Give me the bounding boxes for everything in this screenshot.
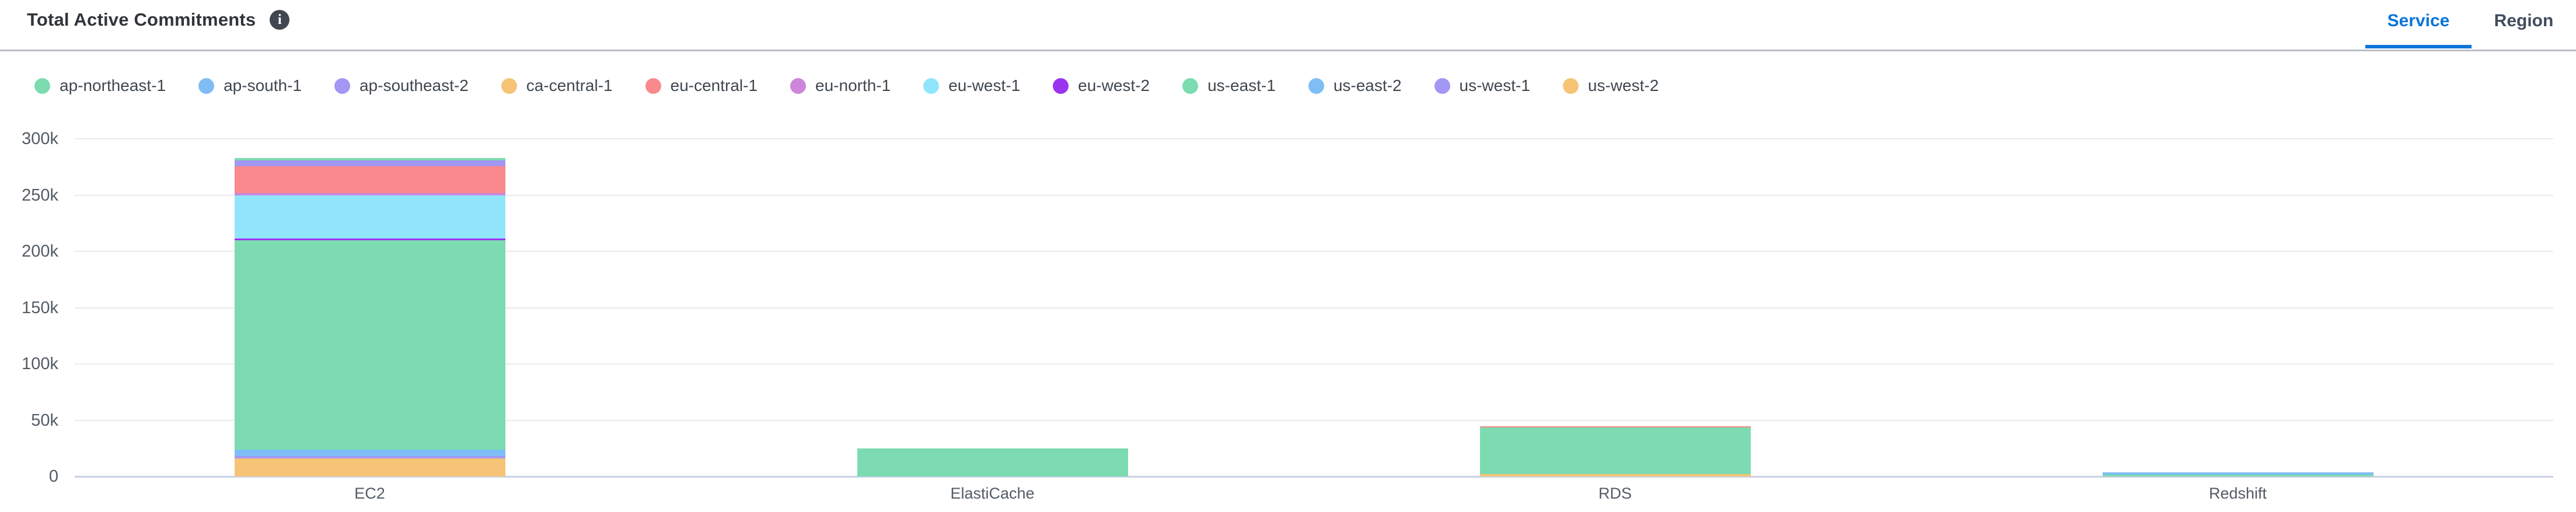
bar-slot — [1304, 105, 1926, 476]
tab-service[interactable]: Service — [2365, 0, 2472, 50]
y-axis-tick-label: 150k — [22, 298, 58, 317]
legend-item-eu-central-1[interactable]: eu-central-1 — [645, 76, 758, 95]
bar-segment-ap-southeast-2[interactable] — [234, 160, 505, 167]
legend-color-dot — [1308, 78, 1324, 94]
bar-segment-us-east-1[interactable] — [2102, 474, 2373, 476]
y-axis-tick-label: 300k — [22, 129, 58, 148]
legend-label: eu-north-1 — [815, 76, 891, 94]
bar-segment-ap-south-1[interactable] — [2102, 472, 2373, 475]
legend-label: eu-west-1 — [948, 76, 1021, 94]
legend-label: us-west-1 — [1459, 76, 1530, 94]
legend-label: us-east-2 — [1333, 76, 1402, 94]
gridline — [75, 476, 2553, 478]
legend-color-dot — [334, 78, 350, 94]
legend-color-dot — [198, 78, 215, 94]
x-axis-label: Redshift — [2208, 485, 2267, 502]
bar-segment-us-west-1[interactable] — [234, 455, 505, 458]
legend-item-ap-southeast-2[interactable]: ap-southeast-2 — [334, 76, 469, 95]
legend-color-dot — [1562, 78, 1579, 94]
bar-slot — [58, 105, 681, 476]
legend-color-dot — [790, 78, 807, 94]
y-axis-tick-label: 50k — [31, 411, 58, 430]
legend-item-ap-south-1[interactable]: ap-south-1 — [198, 76, 302, 95]
header-divider — [0, 50, 2576, 51]
bar-segment-us-east-1[interactable] — [1479, 427, 1751, 474]
bar-segment-eu-central-1[interactable] — [1479, 426, 1751, 427]
bar-segment-eu-west-2[interactable] — [234, 239, 505, 241]
tab-group: Service Region — [2365, 0, 2576, 50]
legend-item-ap-northeast-1[interactable]: ap-northeast-1 — [34, 76, 166, 95]
legend-item-ca-central-1[interactable]: ca-central-1 — [501, 76, 613, 95]
legend-label: ca-central-1 — [526, 76, 613, 94]
y-axis-tick-label: 100k — [22, 355, 58, 373]
y-axis-tick-label: 200k — [22, 242, 58, 261]
legend-label: us-west-2 — [1587, 76, 1659, 94]
legend-item-eu-west-1[interactable]: eu-west-1 — [923, 76, 1020, 95]
bar-segment-us-east-1[interactable] — [234, 240, 505, 450]
legend-label: eu-central-1 — [670, 76, 758, 94]
legend-color-dot — [501, 78, 517, 94]
legend-color-dot — [1053, 78, 1069, 94]
gridline — [75, 419, 2553, 421]
gridline — [75, 307, 2553, 308]
x-axis-label: RDS — [1598, 485, 1632, 502]
gridline — [75, 251, 2553, 252]
bar-segment-eu-north-1[interactable] — [234, 193, 505, 195]
legend-item-us-east-2[interactable]: us-east-2 — [1308, 76, 1402, 95]
bar-segment-ap-northeast-1[interactable] — [234, 158, 505, 160]
page-title: Total Active Commitments — [27, 9, 256, 30]
bar-segment-us-west-2[interactable] — [1479, 474, 1751, 476]
stacked-bar — [1479, 426, 1751, 476]
legend-color-dot — [645, 78, 661, 94]
bar-segment-us-east-2[interactable] — [234, 450, 505, 456]
legend-color-dot — [1182, 78, 1199, 94]
panel-header: Total Active Commitments i Service Regio… — [0, 0, 2576, 51]
y-axis-tick-label: 0 — [48, 467, 58, 486]
x-axis-label: ElastiCache — [950, 485, 1035, 502]
title-wrap: Total Active Commitments i — [27, 9, 290, 30]
legend-item-eu-west-2[interactable]: eu-west-2 — [1053, 76, 1150, 95]
gridline — [75, 138, 2553, 139]
tab-region[interactable]: Region — [2494, 11, 2554, 30]
legend-item-us-east-1[interactable]: us-east-1 — [1182, 76, 1276, 95]
stacked-bar — [857, 448, 1128, 476]
legend-label: ap-northeast-1 — [60, 76, 166, 94]
bar-segment-eu-central-1[interactable] — [234, 166, 505, 194]
stacked-bar — [234, 158, 505, 476]
bar-slot — [1926, 105, 2549, 476]
stacked-bar — [2102, 472, 2373, 476]
legend-label: ap-southeast-2 — [359, 76, 469, 94]
gridline — [75, 363, 2553, 364]
x-axis-label: EC2 — [354, 485, 385, 502]
legend-label: ap-south-1 — [224, 76, 302, 94]
bar-slot — [681, 105, 1304, 476]
legend-item-us-west-1[interactable]: us-west-1 — [1434, 76, 1530, 95]
legend-color-dot — [923, 78, 940, 94]
info-icon[interactable]: i — [270, 10, 290, 30]
legend-label: us-east-1 — [1207, 76, 1276, 94]
chart-legend: ap-northeast-1 ap-south-1 ap-southeast-2 ca… — [34, 72, 1659, 100]
bar-segment-us-west-2[interactable] — [234, 458, 505, 476]
gridline — [75, 194, 2553, 196]
legend-item-us-west-2[interactable]: us-west-2 — [1562, 76, 1659, 95]
bar-segment-eu-west-1[interactable] — [234, 195, 505, 239]
y-axis-tick-label: 250k — [22, 185, 58, 205]
legend-item-eu-north-1[interactable]: eu-north-1 — [790, 76, 891, 95]
legend-label: eu-west-2 — [1078, 76, 1150, 94]
legend-color-dot — [1434, 78, 1450, 94]
bar-segment-us-east-1[interactable] — [857, 448, 1128, 476]
legend-color-dot — [34, 78, 50, 94]
